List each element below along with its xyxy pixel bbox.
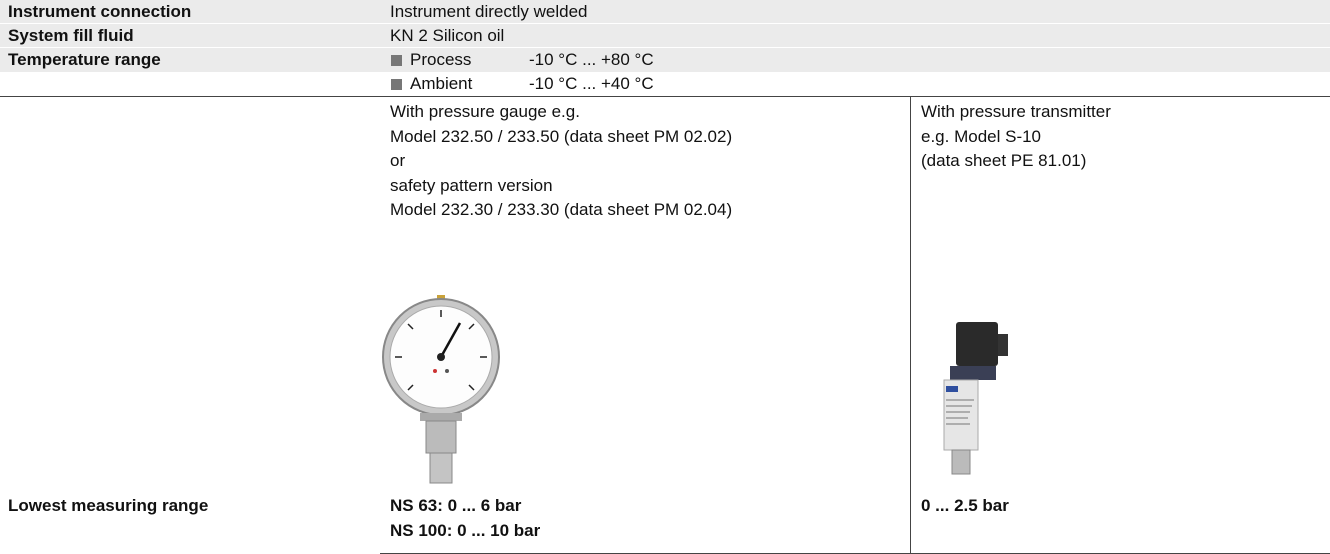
transmitter-image <box>930 322 1030 477</box>
row-bg <box>0 48 1330 72</box>
variant-text: With pressure transmitter <box>921 100 1111 124</box>
bullet <box>391 55 402 66</box>
rule <box>0 96 1330 97</box>
gauge-image <box>380 295 510 485</box>
variant-text: Model 232.30 / 233.30 (data sheet PM 02.… <box>390 198 732 222</box>
temp-name: Ambient <box>410 72 472 96</box>
variant-text: or <box>390 149 405 173</box>
variant-text: e.g. Model S-10 <box>921 125 1041 149</box>
spec-label: Instrument connection <box>8 0 191 24</box>
temp-range: -10 °C ... +40 °C <box>529 72 654 96</box>
spec-table: Instrument connection Instrument directl… <box>0 0 1330 554</box>
variant-text: With pressure gauge e.g. <box>390 100 580 124</box>
spec-label: Temperature range <box>8 48 161 72</box>
temp-range: -10 °C ... +80 °C <box>529 48 654 72</box>
bullet <box>391 79 402 90</box>
lowest-range: NS 100: 0 ... 10 bar <box>390 519 540 543</box>
lowest-label: Lowest measuring range <box>8 494 208 518</box>
lowest-range: 0 ... 2.5 bar <box>921 494 1009 518</box>
variant-text: Model 232.50 / 233.50 (data sheet PM 02.… <box>390 125 732 149</box>
spec-value: Instrument directly welded <box>390 0 587 24</box>
lowest-range: NS 63: 0 ... 6 bar <box>390 494 521 518</box>
spec-label: System fill fluid <box>8 24 134 48</box>
variant-text: (data sheet PE 81.01) <box>921 149 1086 173</box>
column-rule <box>910 97 911 554</box>
row-bg <box>0 0 1330 23</box>
temp-name: Process <box>410 48 471 72</box>
row-bg <box>0 24 1330 47</box>
spec-value: KN 2 Silicon oil <box>390 24 504 48</box>
variant-text: safety pattern version <box>390 174 553 198</box>
